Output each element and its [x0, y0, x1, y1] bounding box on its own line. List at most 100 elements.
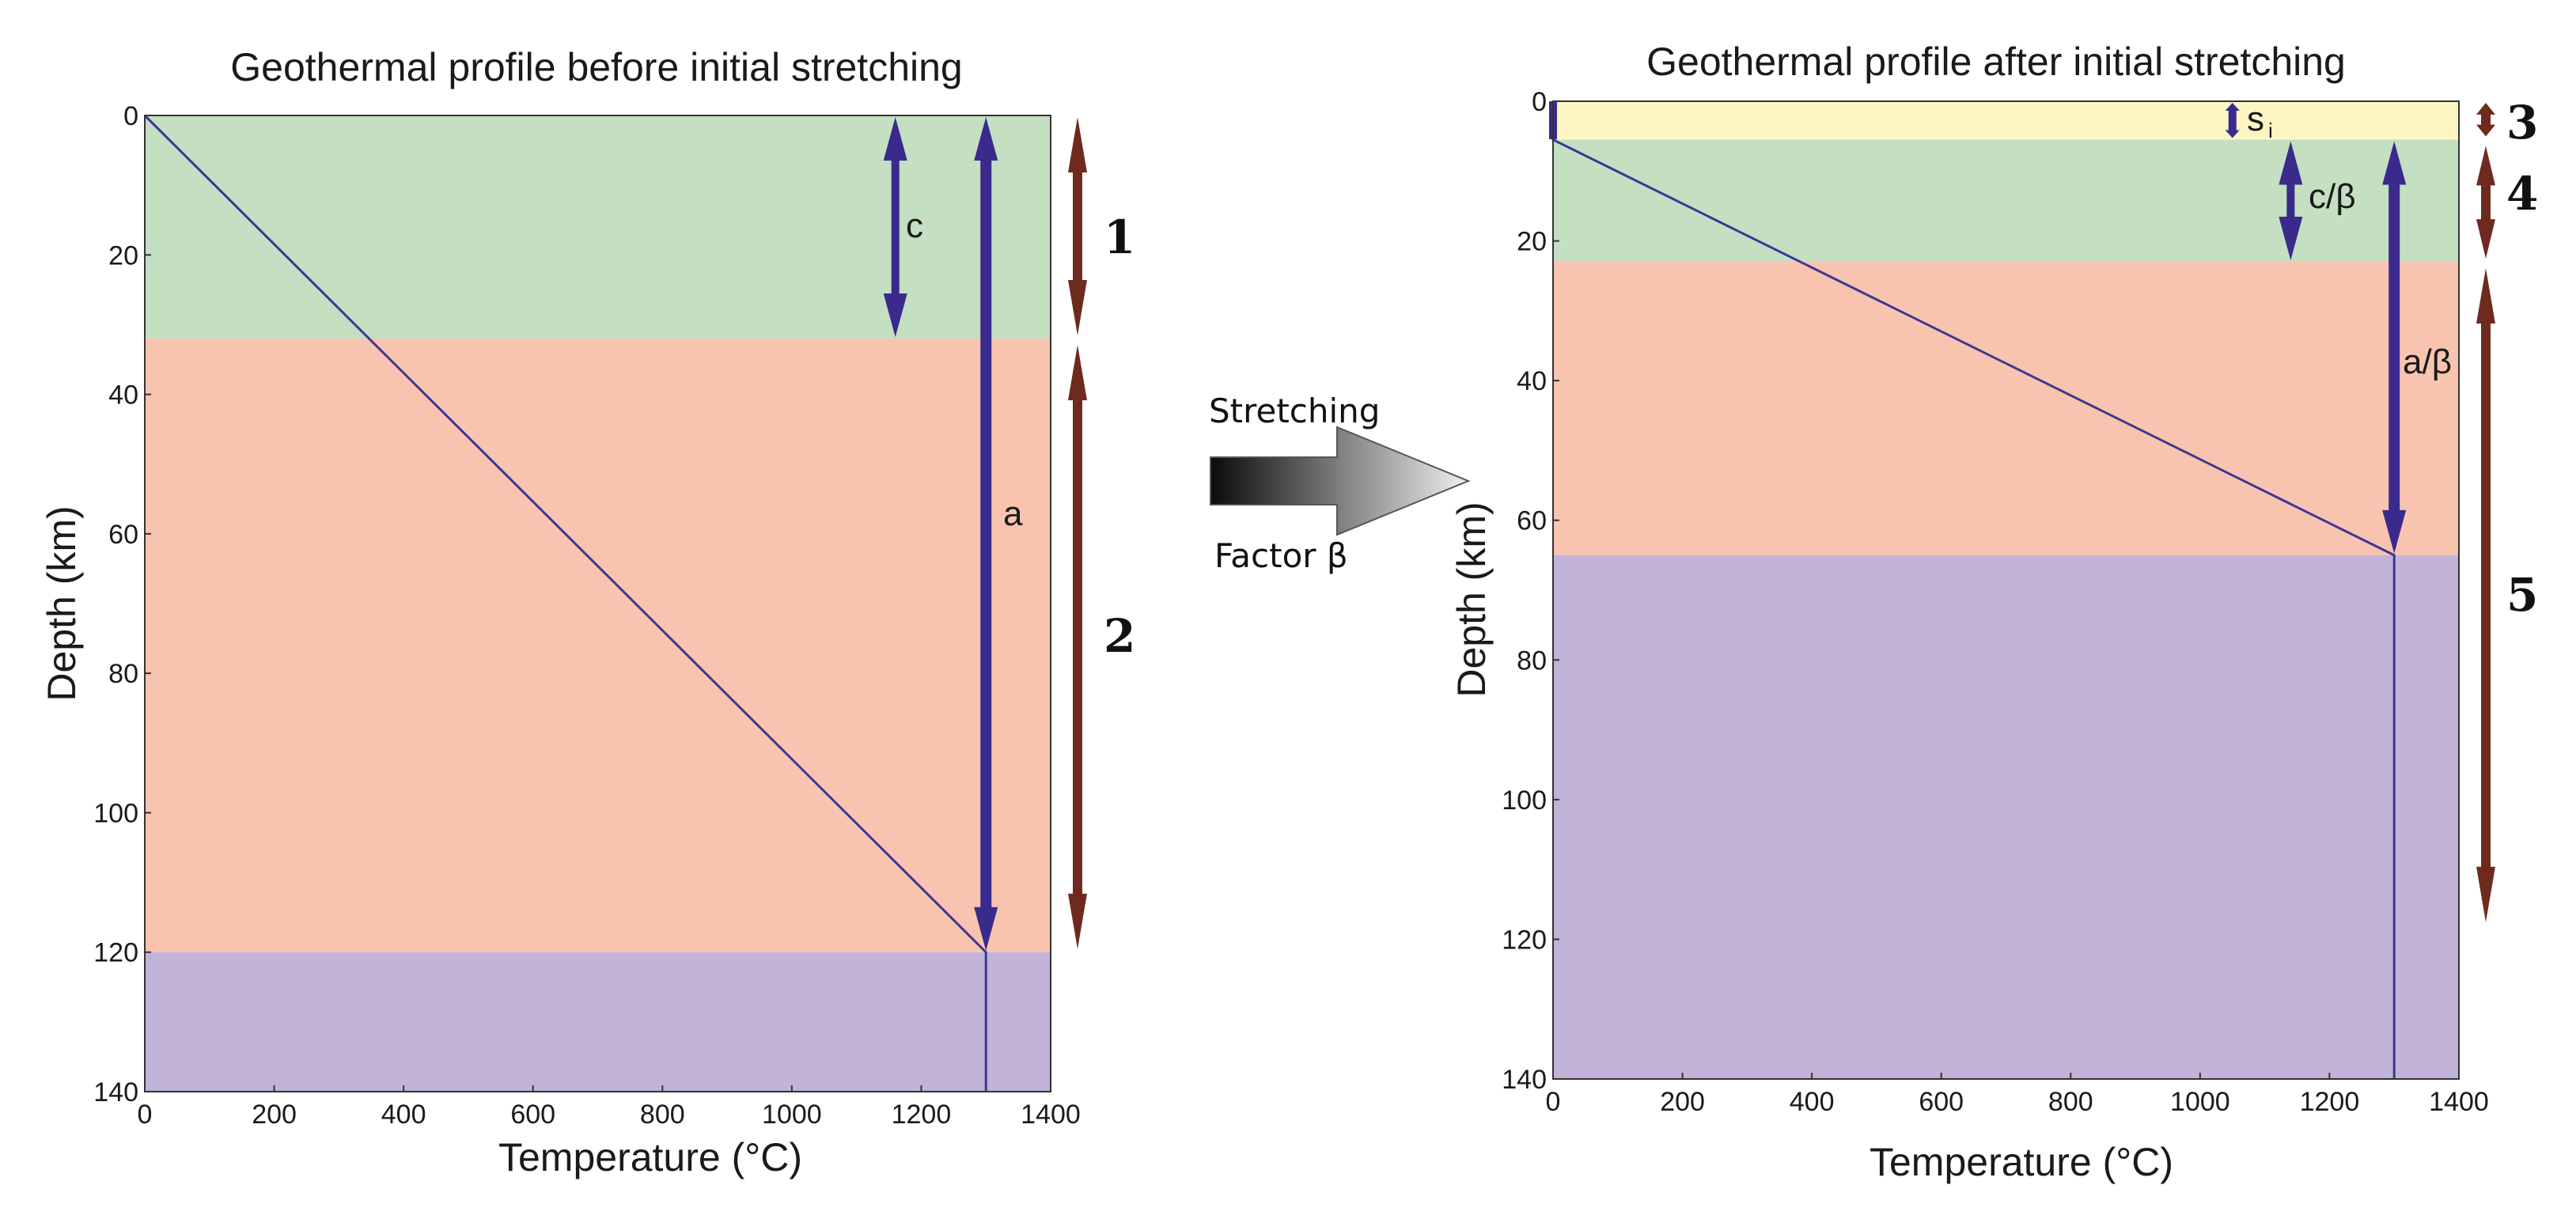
left-xtick-label-0: 0: [138, 1100, 153, 1130]
right-marker-arrow-2: [2382, 141, 2407, 554]
right-layer-crust: [1553, 139, 2459, 263]
left-xtick-label-1200: 1200: [892, 1100, 952, 1130]
left-bracket-arrow-2-head-down: [1068, 893, 1087, 949]
stretching-arrow-shape: [1210, 426, 1471, 536]
left-bracket-arrow-1-head-down: [1068, 280, 1087, 336]
stretching-arrow-group: Stretching Factor β: [1209, 392, 1471, 575]
left-xtick-label-600: 600: [510, 1100, 555, 1130]
left-marker-arrow-1-head-down: [974, 907, 998, 951]
label-si-subscript: i: [2268, 119, 2273, 142]
right-bracket-arrow-3-head-down: [2476, 124, 2495, 137]
right-markers: [2225, 103, 2407, 554]
right-ytick-label-100: 100: [1502, 786, 1547, 816]
right-marker-arrow-2-head-down: [2382, 509, 2407, 554]
left-ytick-label-100: 100: [93, 798, 138, 828]
right-bracket-arrow-5-head-down: [2476, 866, 2495, 922]
right-y-ticks: 0 20 40 60 80 100 120 140: [1502, 87, 1559, 1095]
right-ytick-label-60: 60: [1517, 506, 1547, 536]
left-ytick-label-120: 120: [93, 938, 138, 968]
left-marker-arrow-1: [974, 117, 998, 951]
left-title: Geothermal profile before initial stretc…: [230, 45, 962, 89]
right-bracket-arrow-4: [2476, 146, 2495, 259]
left-xlabel: Temperature (°C): [498, 1135, 802, 1179]
layer-number-2: 2: [1104, 609, 1135, 663]
right-bracket-arrow-5-head-up: [2476, 268, 2495, 324]
right-marker-arrow-1: [2279, 141, 2303, 261]
left-ytick-label-20: 20: [108, 240, 138, 271]
layer-number-3: 3: [2506, 96, 2538, 150]
right-xtick-label-0: 0: [1546, 1087, 1561, 1117]
left-marker-arrow-1-head-up: [974, 117, 998, 161]
right-bracket-arrow-3: [2476, 103, 2495, 137]
label-c-beta: c/β: [2309, 177, 2356, 216]
right-layer-sediment: [1553, 101, 2459, 140]
left-ytick-label-40: 40: [108, 380, 138, 411]
right-layers: [1553, 101, 2459, 1079]
left-layers: [145, 115, 1051, 1092]
left-series: [143, 114, 987, 1092]
left-layer-mantle-lithosphere: [145, 339, 1051, 952]
left-markers: [883, 117, 998, 951]
right-marker-arrow-0-head-up: [2225, 103, 2240, 111]
right-ytick-label-80: 80: [1517, 645, 1547, 676]
left-xtick-label-800: 800: [640, 1100, 685, 1130]
label-si: s i: [2247, 100, 2273, 142]
right-xtick-label-400: 400: [1790, 1087, 1835, 1117]
right-xlabel: Temperature (°C): [1869, 1140, 2173, 1184]
left-layer-asthenosphere: [145, 952, 1051, 1092]
right-marker-arrow-0: [2225, 103, 2240, 138]
left-xtick-label-200: 200: [252, 1100, 297, 1130]
left-xtick-label-1000: 1000: [762, 1100, 822, 1130]
left-ytick-label-60: 60: [108, 520, 138, 550]
left-geotherm-line: [143, 114, 987, 1092]
right-xtick-label-200: 200: [1660, 1087, 1705, 1117]
right-x-ticks: 0 200 400 600 800 1000 1200 1400: [1546, 1073, 2489, 1117]
right-marker-arrow-1-head-down: [2279, 217, 2303, 261]
left-bracket-arrow-2-head-up: [1068, 345, 1087, 401]
left-bracket-arrow-1-head-up: [1068, 117, 1087, 172]
left-marker-arrow-0-head-up: [883, 117, 907, 161]
left-xtick-label-400: 400: [381, 1100, 426, 1130]
right-xtick-label-1200: 1200: [2300, 1087, 2360, 1117]
left-ylabel: Depth (km): [40, 505, 84, 701]
right-bracket-arrow-4-head-up: [2476, 146, 2495, 186]
layer-number-1: 1: [1104, 210, 1135, 264]
left-xtick-label-1400: 1400: [1021, 1100, 1081, 1130]
label-c: c: [906, 206, 923, 245]
right-ytick-label-140: 140: [1502, 1065, 1547, 1095]
left-y-ticks: 0 20 40 60 80 100 120 140: [93, 101, 151, 1107]
left-bracket-arrow-2: [1068, 345, 1087, 949]
left-marker-arrow-0-head-down: [883, 293, 907, 338]
right-layer-asthenosphere: [1553, 555, 2459, 1079]
right-ytick-label-40: 40: [1517, 366, 1547, 396]
right-xtick-label-600: 600: [1919, 1087, 1964, 1117]
factor-beta-label: Factor β: [1214, 536, 1348, 575]
stretching-label: Stretching: [1209, 392, 1380, 430]
right-xtick-label-800: 800: [2048, 1087, 2093, 1117]
right-xtick-label-1400: 1400: [2429, 1087, 2489, 1117]
layer-number-4: 4: [2506, 167, 2538, 221]
left-ytick-label-140: 140: [93, 1077, 138, 1107]
right-ytick-label-0: 0: [1532, 87, 1547, 117]
label-si-main: s: [2247, 100, 2264, 138]
right-marker-arrow-0-head-down: [2225, 130, 2240, 138]
right-layer-mantle-lithosphere: [1553, 262, 2459, 555]
right-marker-arrow-1-head-up: [2279, 141, 2303, 185]
right-bracket-arrow-4-head-down: [2476, 219, 2495, 259]
right-brackets: [2476, 103, 2495, 922]
right-ytick-label-20: 20: [1517, 227, 1547, 257]
left-ytick-label-0: 0: [123, 101, 138, 131]
right-marker-arrow-2-head-up: [2382, 141, 2407, 185]
right-bracket-arrow-3-head-up: [2476, 103, 2495, 115]
left-plot-frame: [144, 115, 1051, 1092]
right-xtick-label-1000: 1000: [2170, 1087, 2230, 1117]
left-ytick-label-80: 80: [108, 659, 138, 689]
right-ylabel: Depth (km): [1449, 502, 1494, 697]
layer-number-5: 5: [2506, 568, 2538, 622]
left-panel: Geothermal profile before initial stretc…: [40, 45, 1135, 1179]
left-brackets: [1068, 117, 1087, 949]
right-panel: Geothermal profile after initial stretch…: [1449, 40, 2538, 1184]
right-ytick-label-120: 120: [1502, 925, 1547, 955]
left-x-ticks: 0 200 400 600 800 1000 1200 1400: [138, 1085, 1081, 1130]
left-marker-arrow-0: [883, 117, 907, 338]
